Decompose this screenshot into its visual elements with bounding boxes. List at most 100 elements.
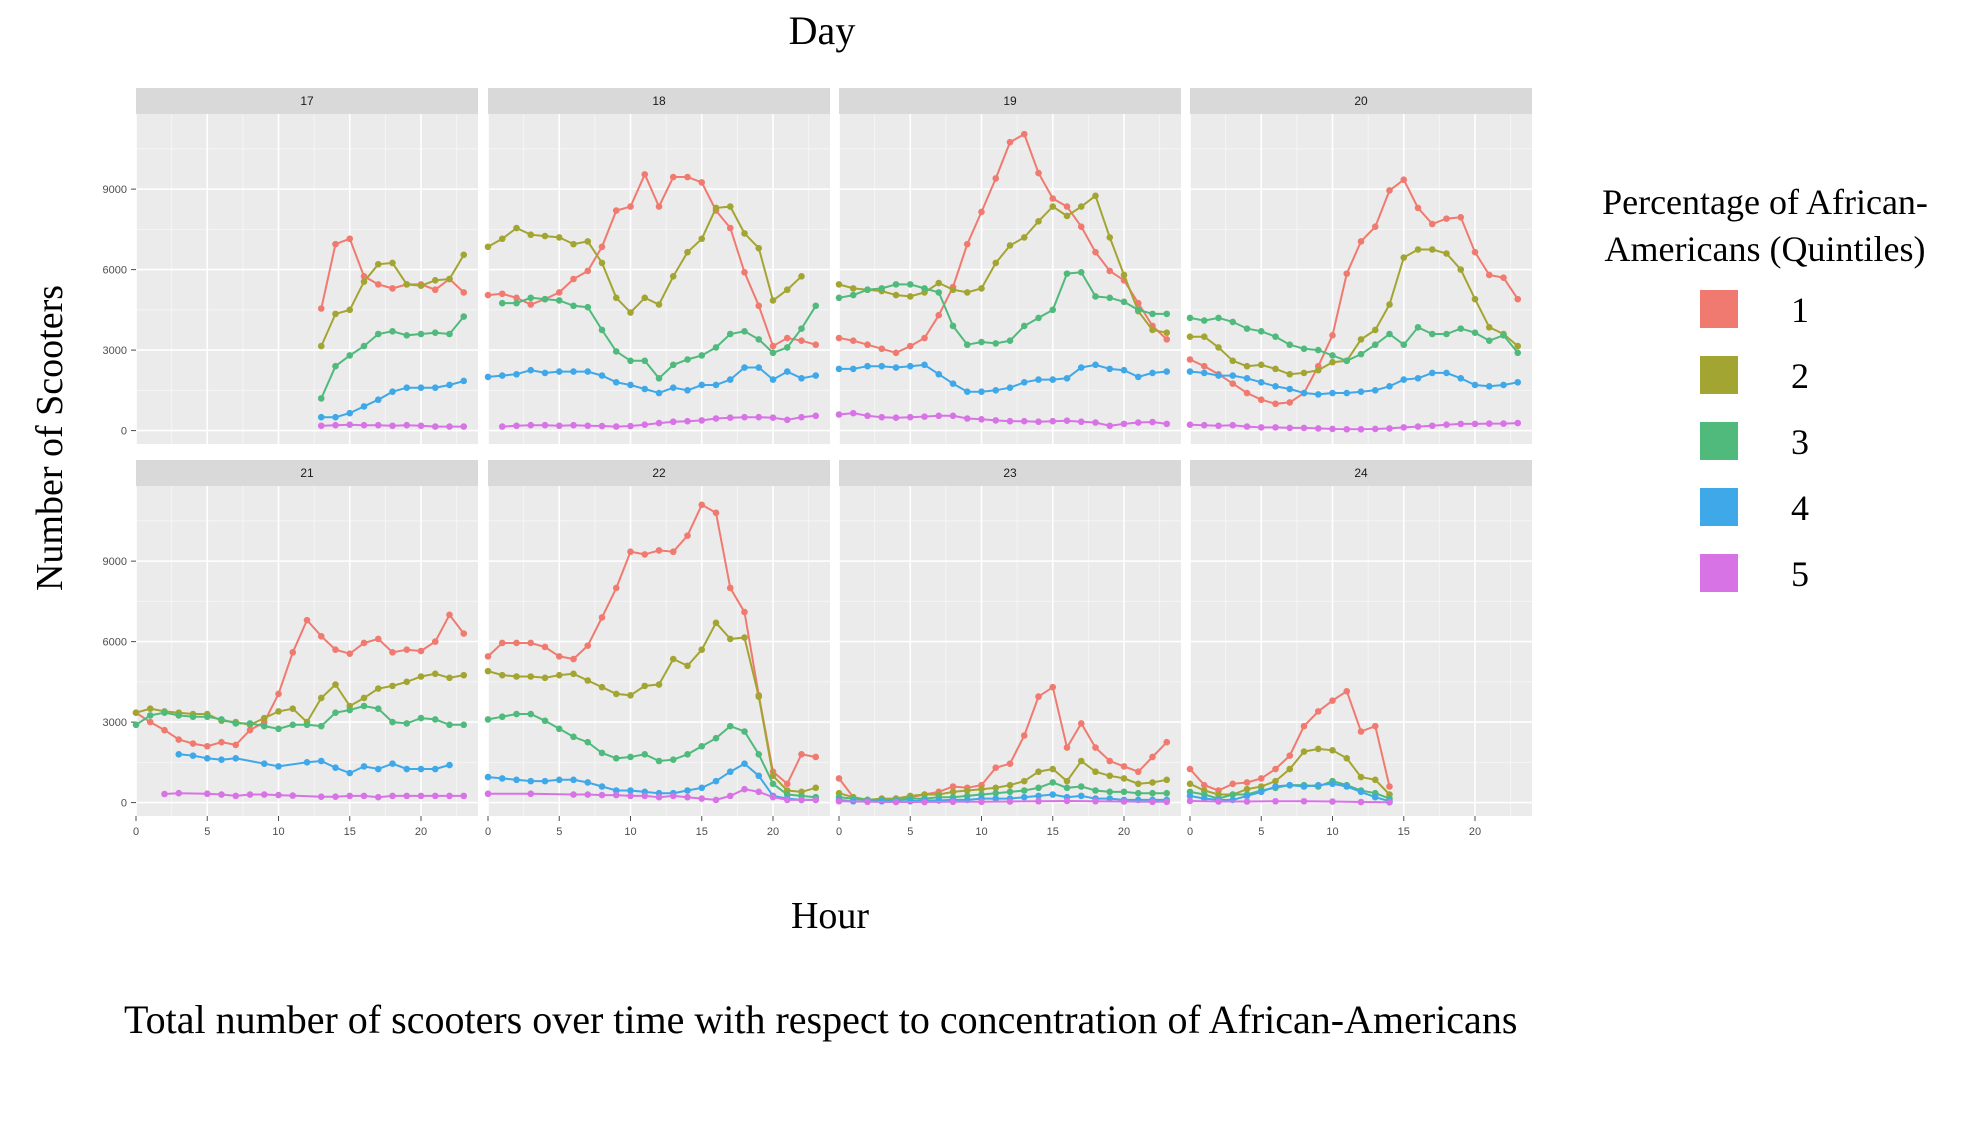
- data-point-q2: [712, 619, 720, 627]
- data-point-q3: [498, 299, 506, 307]
- data-point-q2: [1229, 357, 1237, 365]
- data-point-q1: [460, 289, 468, 296]
- data-point-q2: [1006, 242, 1014, 249]
- data-point-q3: [783, 344, 791, 351]
- data-point-q1: [878, 345, 886, 353]
- strip-label: 17: [300, 94, 314, 108]
- data-point-q5: [1134, 419, 1142, 426]
- data-point-q5: [963, 415, 971, 422]
- data-point-q1: [712, 509, 720, 517]
- data-point-q3: [417, 714, 425, 722]
- legend-label-q2: 2: [1791, 356, 1809, 396]
- data-point-q5: [812, 796, 820, 804]
- data-point-q1: [1020, 130, 1028, 138]
- data-point-q3: [1134, 789, 1142, 797]
- data-point-q2: [1514, 342, 1522, 350]
- data-point-q5: [1386, 425, 1393, 432]
- data-point-q2: [1186, 780, 1194, 788]
- data-point-q5: [1229, 421, 1237, 429]
- data-point-q4: [1485, 383, 1493, 390]
- data-point-q2: [1134, 780, 1142, 788]
- data-point-q5: [1272, 424, 1279, 431]
- data-point-q1: [332, 646, 339, 653]
- data-point-q1: [1500, 274, 1507, 281]
- data-point-q1: [484, 653, 492, 660]
- data-point-q2: [992, 784, 1000, 792]
- data-point-q5: [460, 792, 468, 800]
- data-point-q4: [175, 750, 183, 758]
- data-point-q3: [864, 286, 871, 294]
- data-point-q4: [1229, 372, 1237, 379]
- data-point-q2: [1243, 785, 1251, 793]
- data-point-q2: [669, 273, 677, 280]
- data-point-q5: [669, 418, 677, 426]
- data-point-q5: [627, 422, 634, 430]
- data-point-q2: [726, 635, 734, 643]
- series-q3: [1186, 314, 1522, 365]
- data-point-q4: [232, 755, 240, 762]
- data-point-q1: [1343, 270, 1351, 277]
- data-point-q3: [1120, 788, 1128, 796]
- data-point-q3: [498, 713, 506, 721]
- data-point-q5: [1077, 418, 1085, 426]
- data-point-q3: [1457, 325, 1465, 332]
- data-point-q1: [1485, 271, 1493, 279]
- data-point-q3: [317, 395, 325, 402]
- data-point-q3: [303, 721, 311, 729]
- data-point-q1: [798, 337, 805, 345]
- x-tick-label: 20: [1118, 826, 1130, 838]
- data-point-q1: [812, 753, 820, 761]
- data-point-q1: [360, 639, 368, 647]
- data-point-q4: [726, 768, 734, 776]
- data-point-q1: [655, 547, 663, 554]
- data-point-q5: [460, 423, 468, 430]
- data-point-q5: [1092, 797, 1099, 805]
- data-point-q5: [1272, 797, 1279, 805]
- data-point-q5: [726, 792, 734, 800]
- series-q5: [835, 409, 1171, 430]
- data-point-q3: [612, 755, 620, 762]
- data-point-q5: [417, 422, 425, 430]
- data-point-q2: [1286, 370, 1294, 378]
- data-point-q4: [1200, 369, 1208, 377]
- data-point-q5: [1149, 798, 1156, 806]
- data-point-q2: [446, 275, 453, 283]
- series-q1: [1186, 687, 1393, 794]
- data-point-q4: [332, 764, 339, 772]
- data-point-q2: [1314, 745, 1322, 753]
- data-point-q4: [446, 761, 453, 769]
- data-point-q5: [175, 789, 183, 797]
- data-point-q1: [346, 650, 354, 657]
- data-point-q5: [374, 793, 382, 801]
- data-point-q4: [1243, 792, 1251, 800]
- data-point-q3: [218, 716, 225, 723]
- data-point-q2: [460, 671, 468, 679]
- data-point-q4: [612, 787, 620, 794]
- data-point-q3: [460, 313, 468, 320]
- data-point-q2: [684, 248, 691, 256]
- data-point-q1: [1077, 223, 1085, 230]
- data-point-q4: [570, 776, 577, 784]
- data-point-q4: [403, 765, 411, 773]
- data-point-q4: [1092, 361, 1099, 369]
- data-point-q3: [431, 329, 439, 336]
- series-line-q5: [1189, 800, 1390, 804]
- data-point-q4: [374, 396, 382, 404]
- data-point-q2: [1092, 192, 1099, 200]
- data-point-q5: [906, 413, 914, 421]
- data-point-q1: [527, 301, 535, 308]
- data-point-q2: [1186, 333, 1194, 340]
- data-point-q3: [698, 742, 706, 750]
- data-point-q1: [1286, 752, 1294, 759]
- data-point-q2: [755, 693, 763, 700]
- data-point-q1: [627, 203, 634, 210]
- data-point-q3: [641, 750, 649, 758]
- data-point-q5: [921, 798, 928, 806]
- panel-day-23: 23 0 5 10 15 20: [835, 460, 1181, 838]
- data-point-q5: [403, 421, 411, 429]
- data-point-q5: [1120, 420, 1128, 428]
- data-point-q4: [584, 368, 592, 375]
- data-point-q1: [755, 302, 763, 310]
- data-point-q2: [498, 235, 506, 243]
